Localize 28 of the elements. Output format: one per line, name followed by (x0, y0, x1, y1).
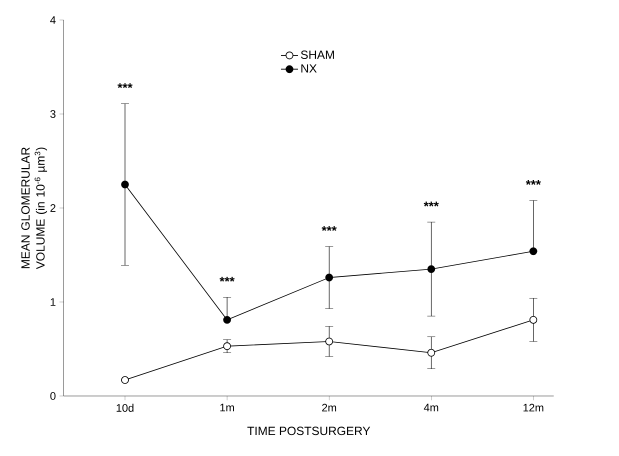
x-tick-label: 4m (424, 404, 438, 412)
point (427, 348, 436, 357)
annotation: *** (117, 83, 133, 88)
point (121, 376, 129, 384)
x-tick-label: 1m (220, 404, 234, 412)
legend-label: SHAM (300, 50, 334, 59)
y-tick-label: 0 (50, 392, 56, 400)
annotation: *** (424, 202, 439, 206)
point (325, 338, 334, 346)
y-tick-label: 3 (50, 110, 56, 118)
point (121, 180, 129, 188)
point (427, 265, 436, 273)
point (223, 316, 231, 324)
y-tick-label: 1 (50, 298, 56, 306)
y-tick-label: 4 (50, 16, 56, 24)
annotation: *** (220, 276, 235, 282)
point (223, 342, 231, 350)
x-tick-label: 12m (524, 404, 544, 412)
annotation: *** (526, 180, 541, 185)
annotation: *** (322, 226, 337, 231)
point (529, 316, 538, 324)
point (529, 247, 538, 256)
point (325, 274, 334, 282)
x-tick-label: 10d (116, 404, 134, 412)
x-axis-title: TIME POSTSURGERY (247, 426, 370, 436)
legend-label: NX (301, 64, 317, 73)
y-tick-label: 2 (50, 204, 56, 212)
x-tick-label: 2m (322, 404, 336, 412)
